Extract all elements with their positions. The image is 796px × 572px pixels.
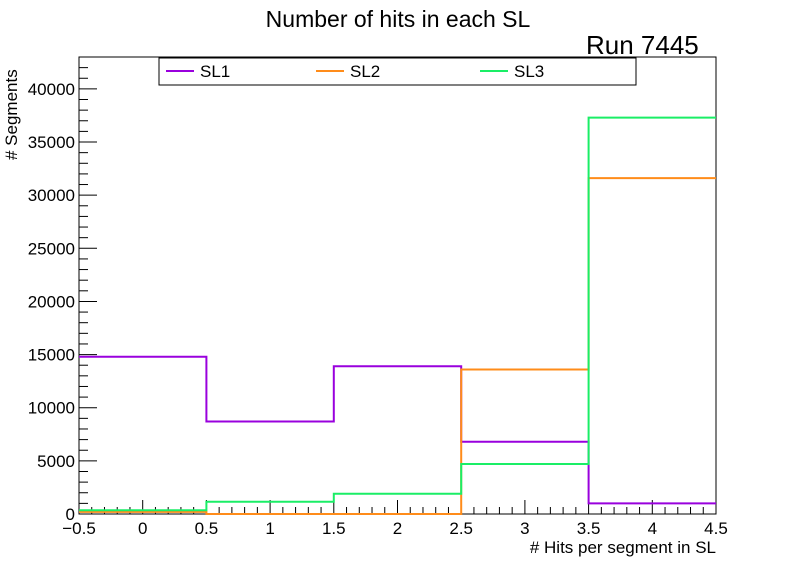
y-tick-label: 10000 [28,399,75,418]
series-line-sl1 [79,355,716,505]
y-tick-label: 30000 [28,186,75,205]
chart-title: Number of hits in each SL [265,6,531,32]
x-tick-label: 2 [393,519,402,538]
y-tick-label: 0 [66,505,75,524]
legend-label-sl1: SL1 [200,62,230,81]
x-axis-label: # Hits per segment in SL [529,538,716,557]
y-tick-label: 5000 [37,452,75,471]
x-tick-label: 1 [265,519,274,538]
y-tick-label: 35000 [28,133,75,152]
x-tick-label: −0.5 [62,519,96,538]
run-label: Run 7445 [586,30,699,60]
x-tick-label: 4.5 [704,519,728,538]
y-tick-label: 15000 [28,346,75,365]
y-tick-label: 40000 [28,80,75,99]
x-tick-label: 3.5 [577,519,601,538]
legend-box [158,57,637,86]
legend-label-sl2: SL2 [350,62,380,81]
series-line-sl3 [79,116,716,512]
x-tick-label: 2.5 [449,519,473,538]
x-tick-label: 4 [648,519,657,538]
y-tick-label: 25000 [28,239,75,258]
x-tick-label: 1.5 [322,519,346,538]
series-line-sl2 [79,177,716,515]
x-tick-label: 0 [138,519,147,538]
legend-label-sl3: SL3 [514,62,544,81]
x-tick-label: 3 [520,519,529,538]
plot-frame [78,56,717,515]
x-tick-label: 0.5 [195,519,219,538]
y-tick-label: 20000 [28,292,75,311]
